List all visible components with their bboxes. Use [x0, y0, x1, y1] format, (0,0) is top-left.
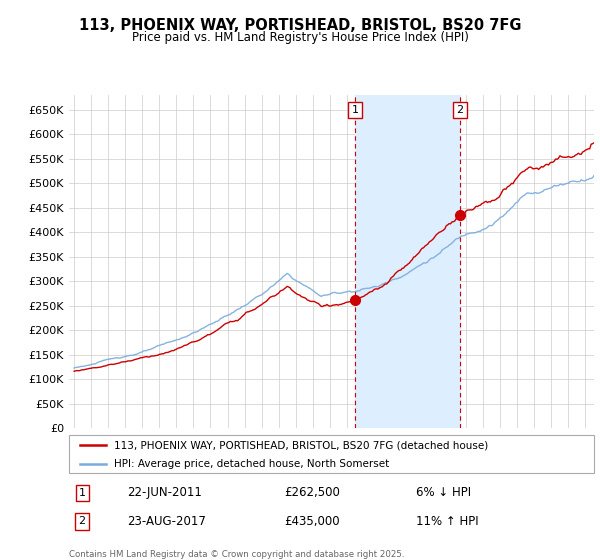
- Text: 113, PHOENIX WAY, PORTISHEAD, BRISTOL, BS20 7FG (detached house): 113, PHOENIX WAY, PORTISHEAD, BRISTOL, B…: [113, 440, 488, 450]
- Text: Contains HM Land Registry data © Crown copyright and database right 2025.
This d: Contains HM Land Registry data © Crown c…: [69, 550, 404, 560]
- Text: 1: 1: [352, 105, 358, 115]
- FancyBboxPatch shape: [69, 435, 594, 473]
- Text: £262,500: £262,500: [284, 486, 340, 500]
- Text: 23-AUG-2017: 23-AUG-2017: [127, 515, 206, 528]
- Text: 22-JUN-2011: 22-JUN-2011: [127, 486, 202, 500]
- Text: HPI: Average price, detached house, North Somerset: HPI: Average price, detached house, Nort…: [113, 459, 389, 469]
- Text: 1: 1: [79, 488, 86, 498]
- Text: 2: 2: [79, 516, 86, 526]
- Text: Price paid vs. HM Land Registry's House Price Index (HPI): Price paid vs. HM Land Registry's House …: [131, 31, 469, 44]
- Text: 2: 2: [457, 105, 464, 115]
- Text: £435,000: £435,000: [284, 515, 340, 528]
- Text: 6% ↓ HPI: 6% ↓ HPI: [415, 486, 470, 500]
- Text: 11% ↑ HPI: 11% ↑ HPI: [415, 515, 478, 528]
- Bar: [355, 95, 460, 428]
- Text: 113, PHOENIX WAY, PORTISHEAD, BRISTOL, BS20 7FG: 113, PHOENIX WAY, PORTISHEAD, BRISTOL, B…: [79, 18, 521, 33]
